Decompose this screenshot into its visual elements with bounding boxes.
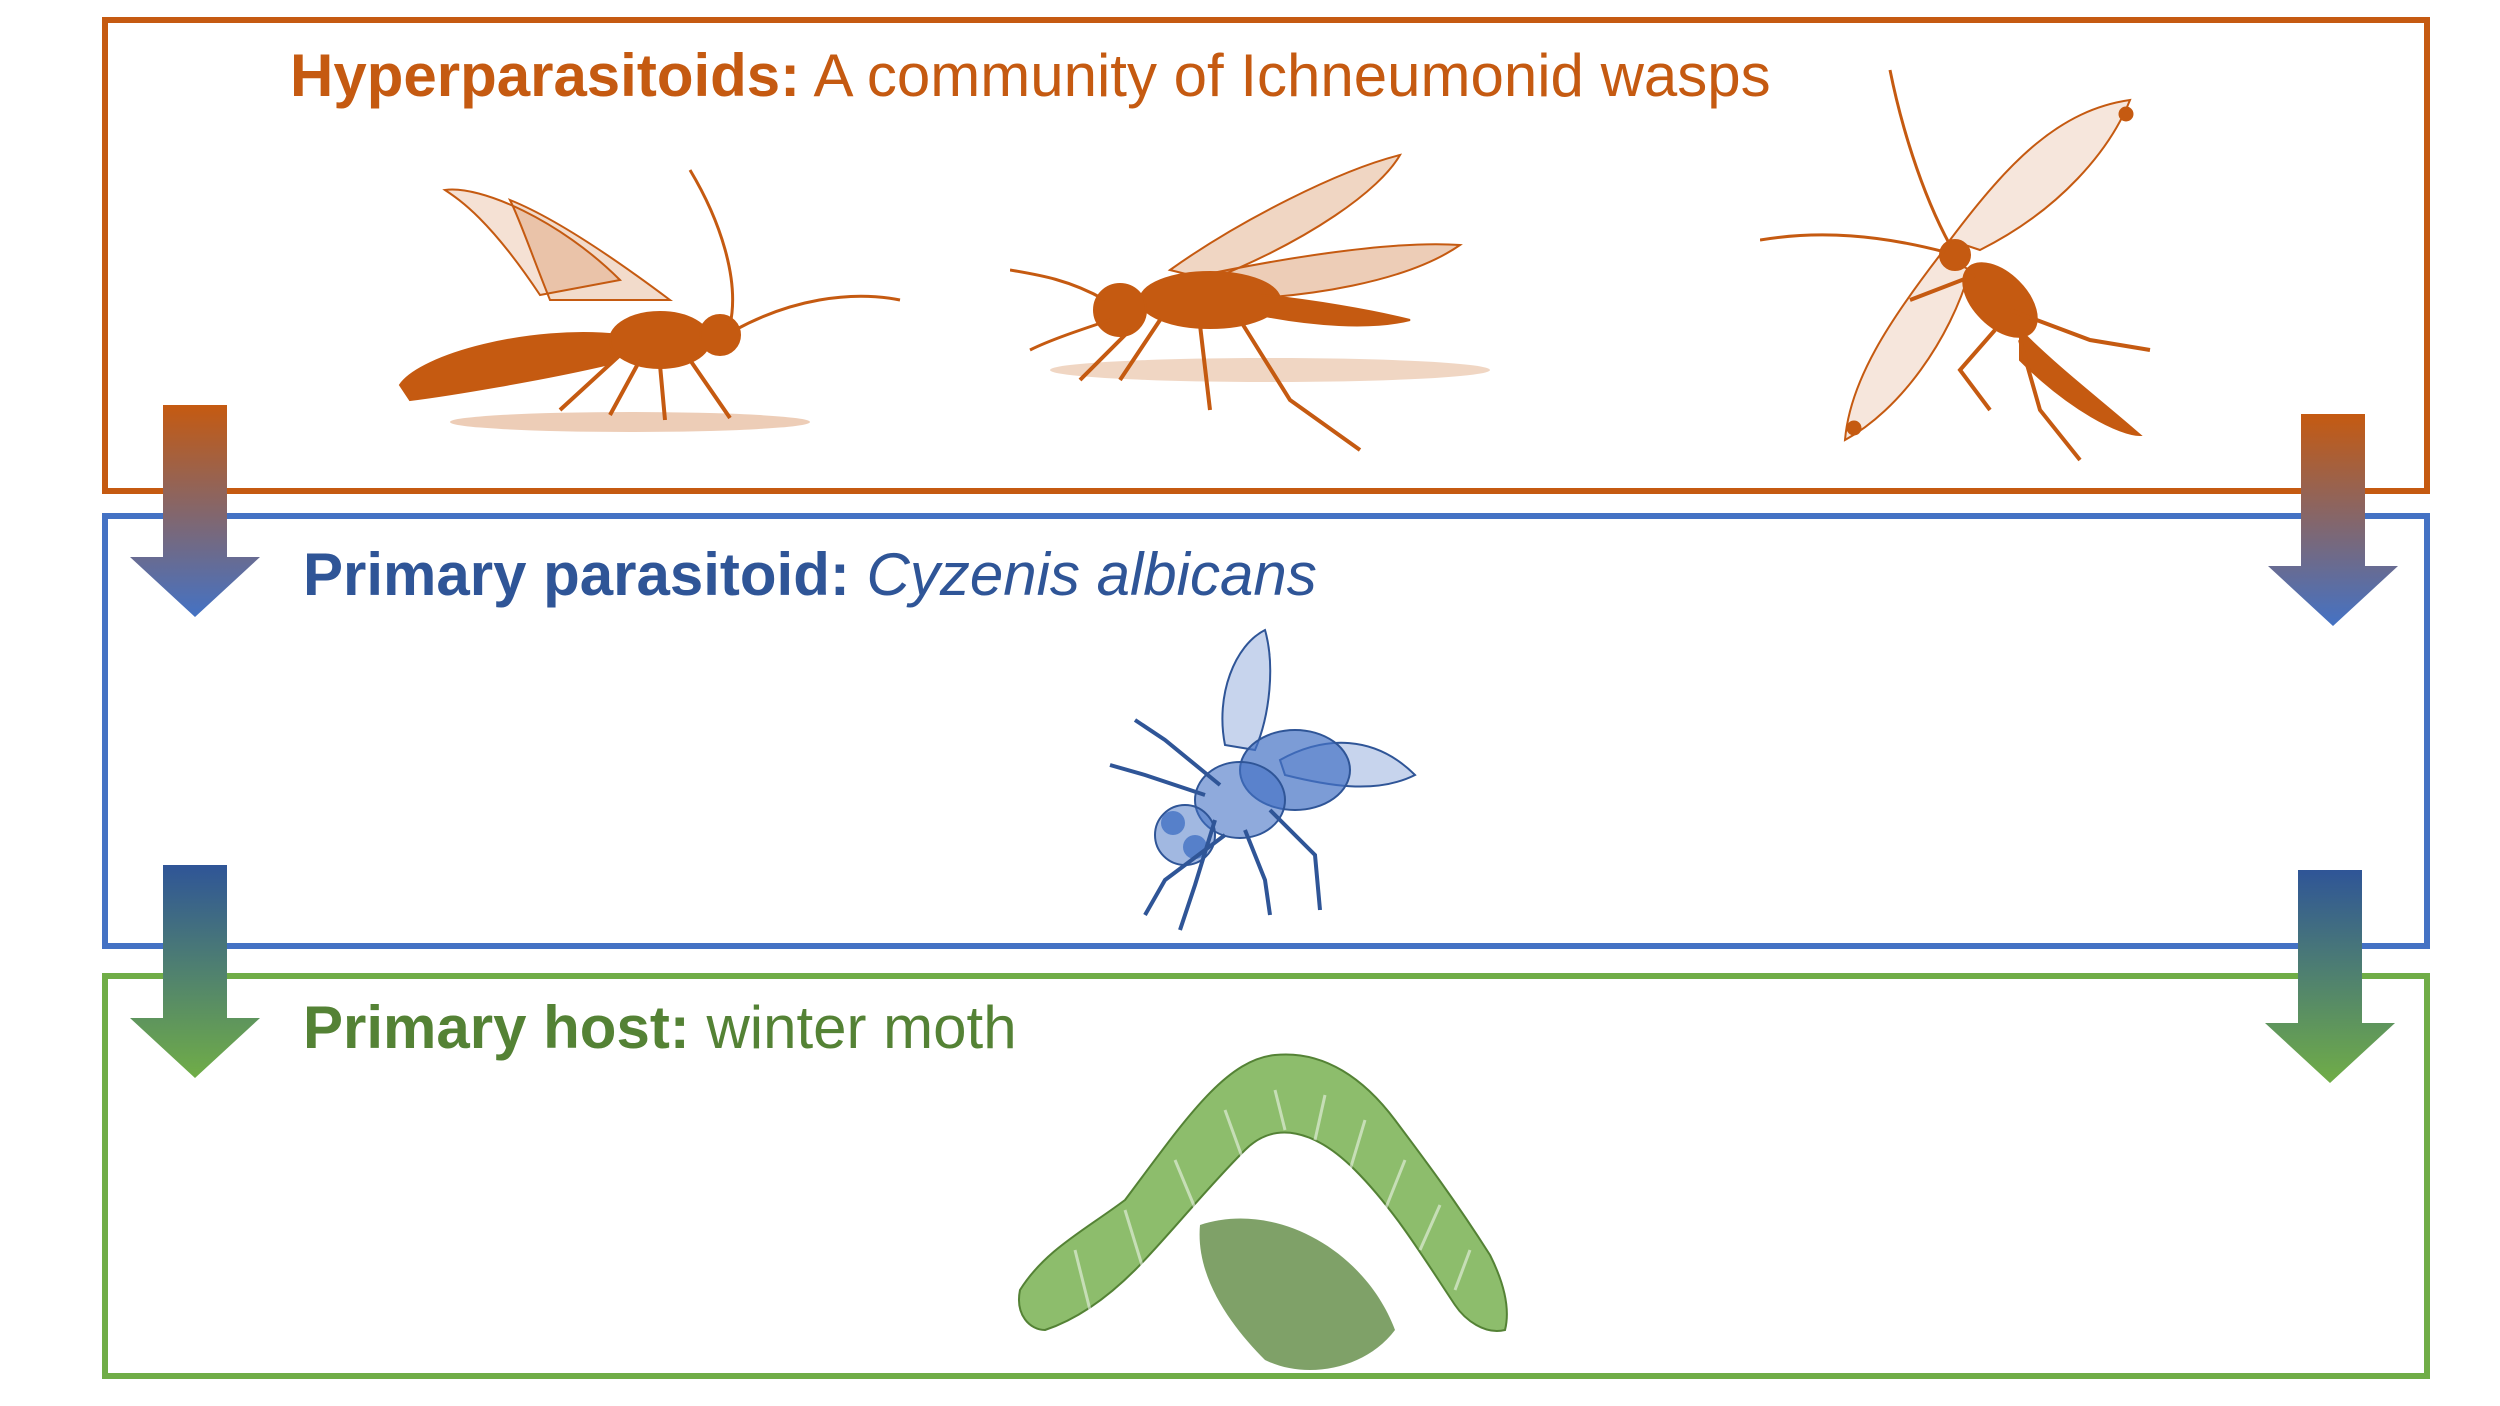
primary-parasitoid-box [102,513,2430,949]
arrow-down-icon [2265,870,2395,1083]
primary-host-heading: Primary host: winter moth [303,994,1017,1061]
primary-host-box [102,973,2430,1379]
wasp-icon [1010,153,1490,452]
wasp-icon [398,169,901,432]
primary-parasitoid-heading: Primary parasitoid: Cyzenis albicans [303,541,1317,608]
arrow-down-icon [130,865,260,1078]
hyperparasitoids-heading: Hyperparasitoids: A community of Ichneum… [290,42,1771,109]
arrow-down-icon [2268,414,2398,626]
arrow-down-icon [130,405,260,617]
hyperparasitoids-box [102,17,2430,494]
caterpillar-icon [1018,1053,1508,1370]
wasp-icon [1760,69,2151,462]
fly-icon [1109,628,1417,931]
